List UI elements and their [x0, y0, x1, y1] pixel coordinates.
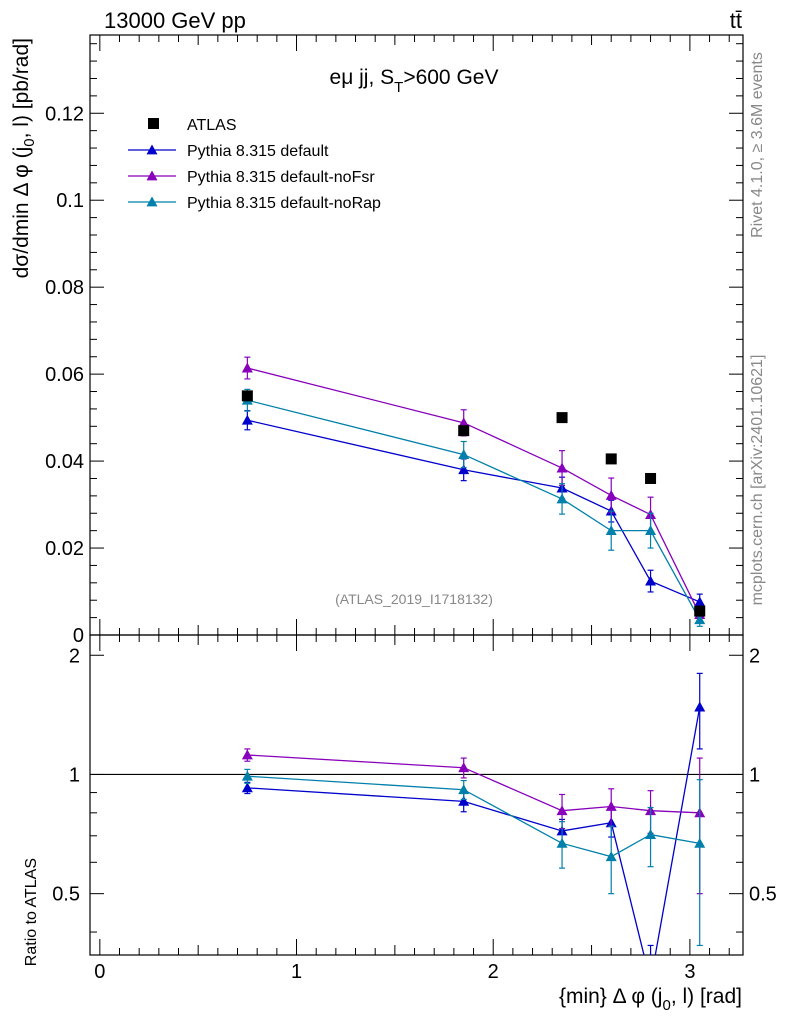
axis-ticks: 0 0.02 0.04 0.06 0.08 0.1 0.12 0 1 2 3 0.5 0.5 1 1 2 2: [45, 35, 777, 983]
legend-label: Pythia 8.315 default-noRap: [187, 195, 381, 212]
main-series-3-point: [694, 614, 706, 625]
ratio-series-2-point: [605, 851, 617, 862]
ratio-ytick-label-right: 2: [749, 645, 760, 667]
atlas-data-point: [556, 412, 568, 424]
main-data-layer: [241, 356, 706, 627]
legend-marker: [146, 196, 158, 207]
ratio-series-1-point: [556, 805, 568, 816]
main-series-2-point: [556, 462, 568, 473]
main-ytick-label: 0.06: [45, 364, 84, 386]
legend: ATLAS Pythia 8.315 default Pythia 8.315 de…: [128, 117, 381, 212]
ratio-series-1-point: [241, 749, 253, 760]
main-series-3-line: [247, 399, 701, 621]
main-series-3-point: [645, 525, 657, 536]
main-series-1-point: [458, 464, 470, 475]
main-ytick-label: 0.12: [45, 103, 84, 125]
main-series-2-point: [458, 417, 470, 428]
main-ylabel: dσ/dmin Δ φ (j0, l) [pb/rad]: [10, 38, 38, 278]
ratio-ytick-label: 0.5: [52, 884, 80, 906]
ratio-ytick-label: 2: [69, 645, 80, 667]
legend-label: Pythia 8.315 default: [187, 143, 329, 160]
ratio-frame: [89, 634, 744, 956]
xtick-label: 0: [94, 961, 105, 983]
xlabel: {min} Δ φ (j0, l) [rad]: [559, 985, 742, 1014]
mcplots-label: mcplots.cern.ch [arXiv:2401.10621]: [749, 355, 766, 606]
main-series-2-point: [241, 362, 253, 373]
ratio-data-layer: [241, 672, 706, 955]
ratio-ytick-label: 1: [69, 764, 80, 786]
main-series-2-line: [247, 367, 701, 615]
main-series-1-point: [694, 596, 706, 607]
ratio-series-0-point: [458, 795, 470, 806]
ratio-series-0-point: [694, 701, 706, 712]
atlas-data-point: [458, 425, 470, 437]
legend-marker: [146, 170, 158, 181]
main-series-3-point: [458, 449, 470, 459]
ratio-series-1-line: [247, 754, 700, 814]
xtick-label: 2: [488, 961, 499, 983]
ratio-series-0-point: [241, 782, 253, 793]
main-ytick-label: 0: [73, 625, 84, 647]
ratio-series-2-line: [247, 775, 700, 858]
rivet-label: Rivet 4.1.0, ≥ 3.6M events: [749, 52, 766, 238]
ratio-series-1-point: [458, 762, 470, 773]
main-series-2-point: [605, 489, 617, 500]
main-series-3-point: [605, 525, 617, 536]
ratio-series-2-point: [241, 770, 253, 781]
ratio-series-0-line: [247, 706, 701, 955]
ratio-series-1-point: [605, 801, 617, 811]
ratio-ytick-label-right: 1: [749, 764, 760, 786]
main-series-1-point: [241, 414, 253, 425]
main-ytick-label: 0.02: [45, 538, 84, 560]
legend-label: ATLAS: [187, 117, 237, 134]
atlas-data-point: [241, 390, 253, 402]
xtick-label: 3: [684, 961, 695, 983]
main-series-1-line: [247, 419, 700, 603]
main-series-3-point: [556, 493, 568, 504]
atlas-data-point: [694, 605, 706, 617]
ratio-ylabel: Ratio to ATLAS: [23, 858, 40, 966]
energy-label: 13000 GeV pp: [104, 8, 246, 33]
process-label: tt̄: [730, 8, 742, 33]
ratio-ytick-label-right: 0.5: [749, 884, 777, 906]
main-ytick-label: 0.1: [56, 190, 84, 212]
main-series-1-point: [645, 575, 657, 586]
analysis-watermark: (ATLAS_2019_I1718132): [335, 591, 493, 607]
legend-label: Pythia 8.315 default-noFsr: [187, 169, 375, 186]
ratio-series-2-point: [556, 837, 568, 848]
ratio-series-2-point: [458, 784, 470, 795]
atlas-data-point: [605, 453, 617, 465]
main-title: eμ jj, ST>600 GeV: [330, 66, 499, 96]
main-ytick-label: 0.04: [45, 451, 84, 473]
main-ytick-label: 0.08: [45, 277, 84, 299]
ratio-series-2-point: [645, 829, 657, 839]
ratio-series-2-point: [694, 837, 706, 848]
atlas-data-point: [645, 472, 657, 484]
legend-atlas-marker: [148, 118, 159, 129]
xtick-label: 1: [291, 961, 302, 983]
legend-marker: [146, 144, 158, 155]
